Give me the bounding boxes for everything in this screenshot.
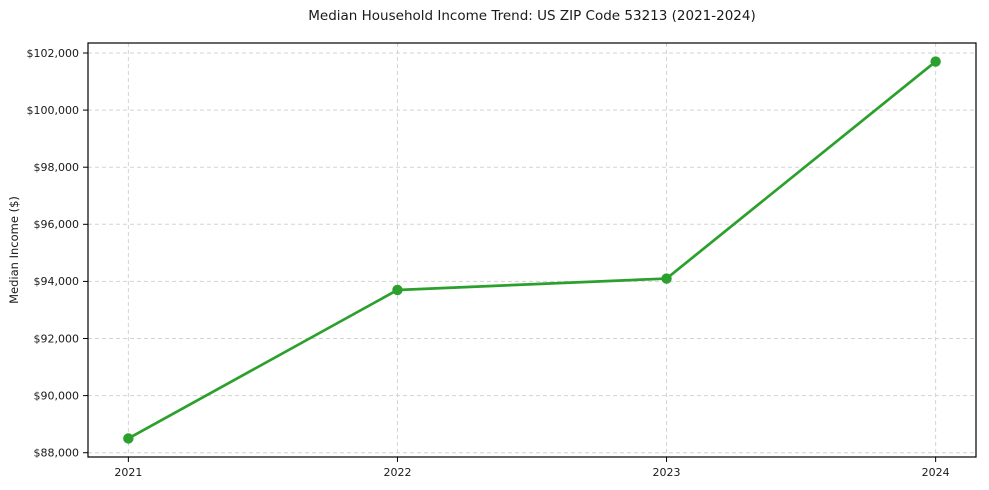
x-tick-label: 2023 — [653, 466, 681, 479]
y-tick-label: $100,000 — [27, 104, 80, 117]
y-tick-label: $90,000 — [34, 389, 80, 402]
y-tick-label: $102,000 — [27, 47, 80, 60]
y-tick-label: $94,000 — [34, 275, 80, 288]
y-tick-label: $96,000 — [34, 218, 80, 231]
data-point-marker — [123, 433, 134, 444]
x-tick-label: 2024 — [922, 466, 950, 479]
y-axis-label: Median Income ($) — [7, 196, 21, 304]
x-tick-label: 2021 — [114, 466, 142, 479]
x-tick-label: 2022 — [383, 466, 411, 479]
chart-title: Median Household Income Trend: US ZIP Co… — [308, 8, 756, 24]
y-tick-label: $88,000 — [34, 447, 80, 460]
plot-frame — [87, 42, 977, 458]
data-point-marker — [930, 56, 941, 67]
data-point-marker — [661, 273, 672, 284]
y-tick-label: $92,000 — [34, 332, 80, 345]
y-tick-label: $98,000 — [34, 161, 80, 174]
trend-line — [127, 60, 937, 440]
data-point-marker — [392, 284, 403, 296]
